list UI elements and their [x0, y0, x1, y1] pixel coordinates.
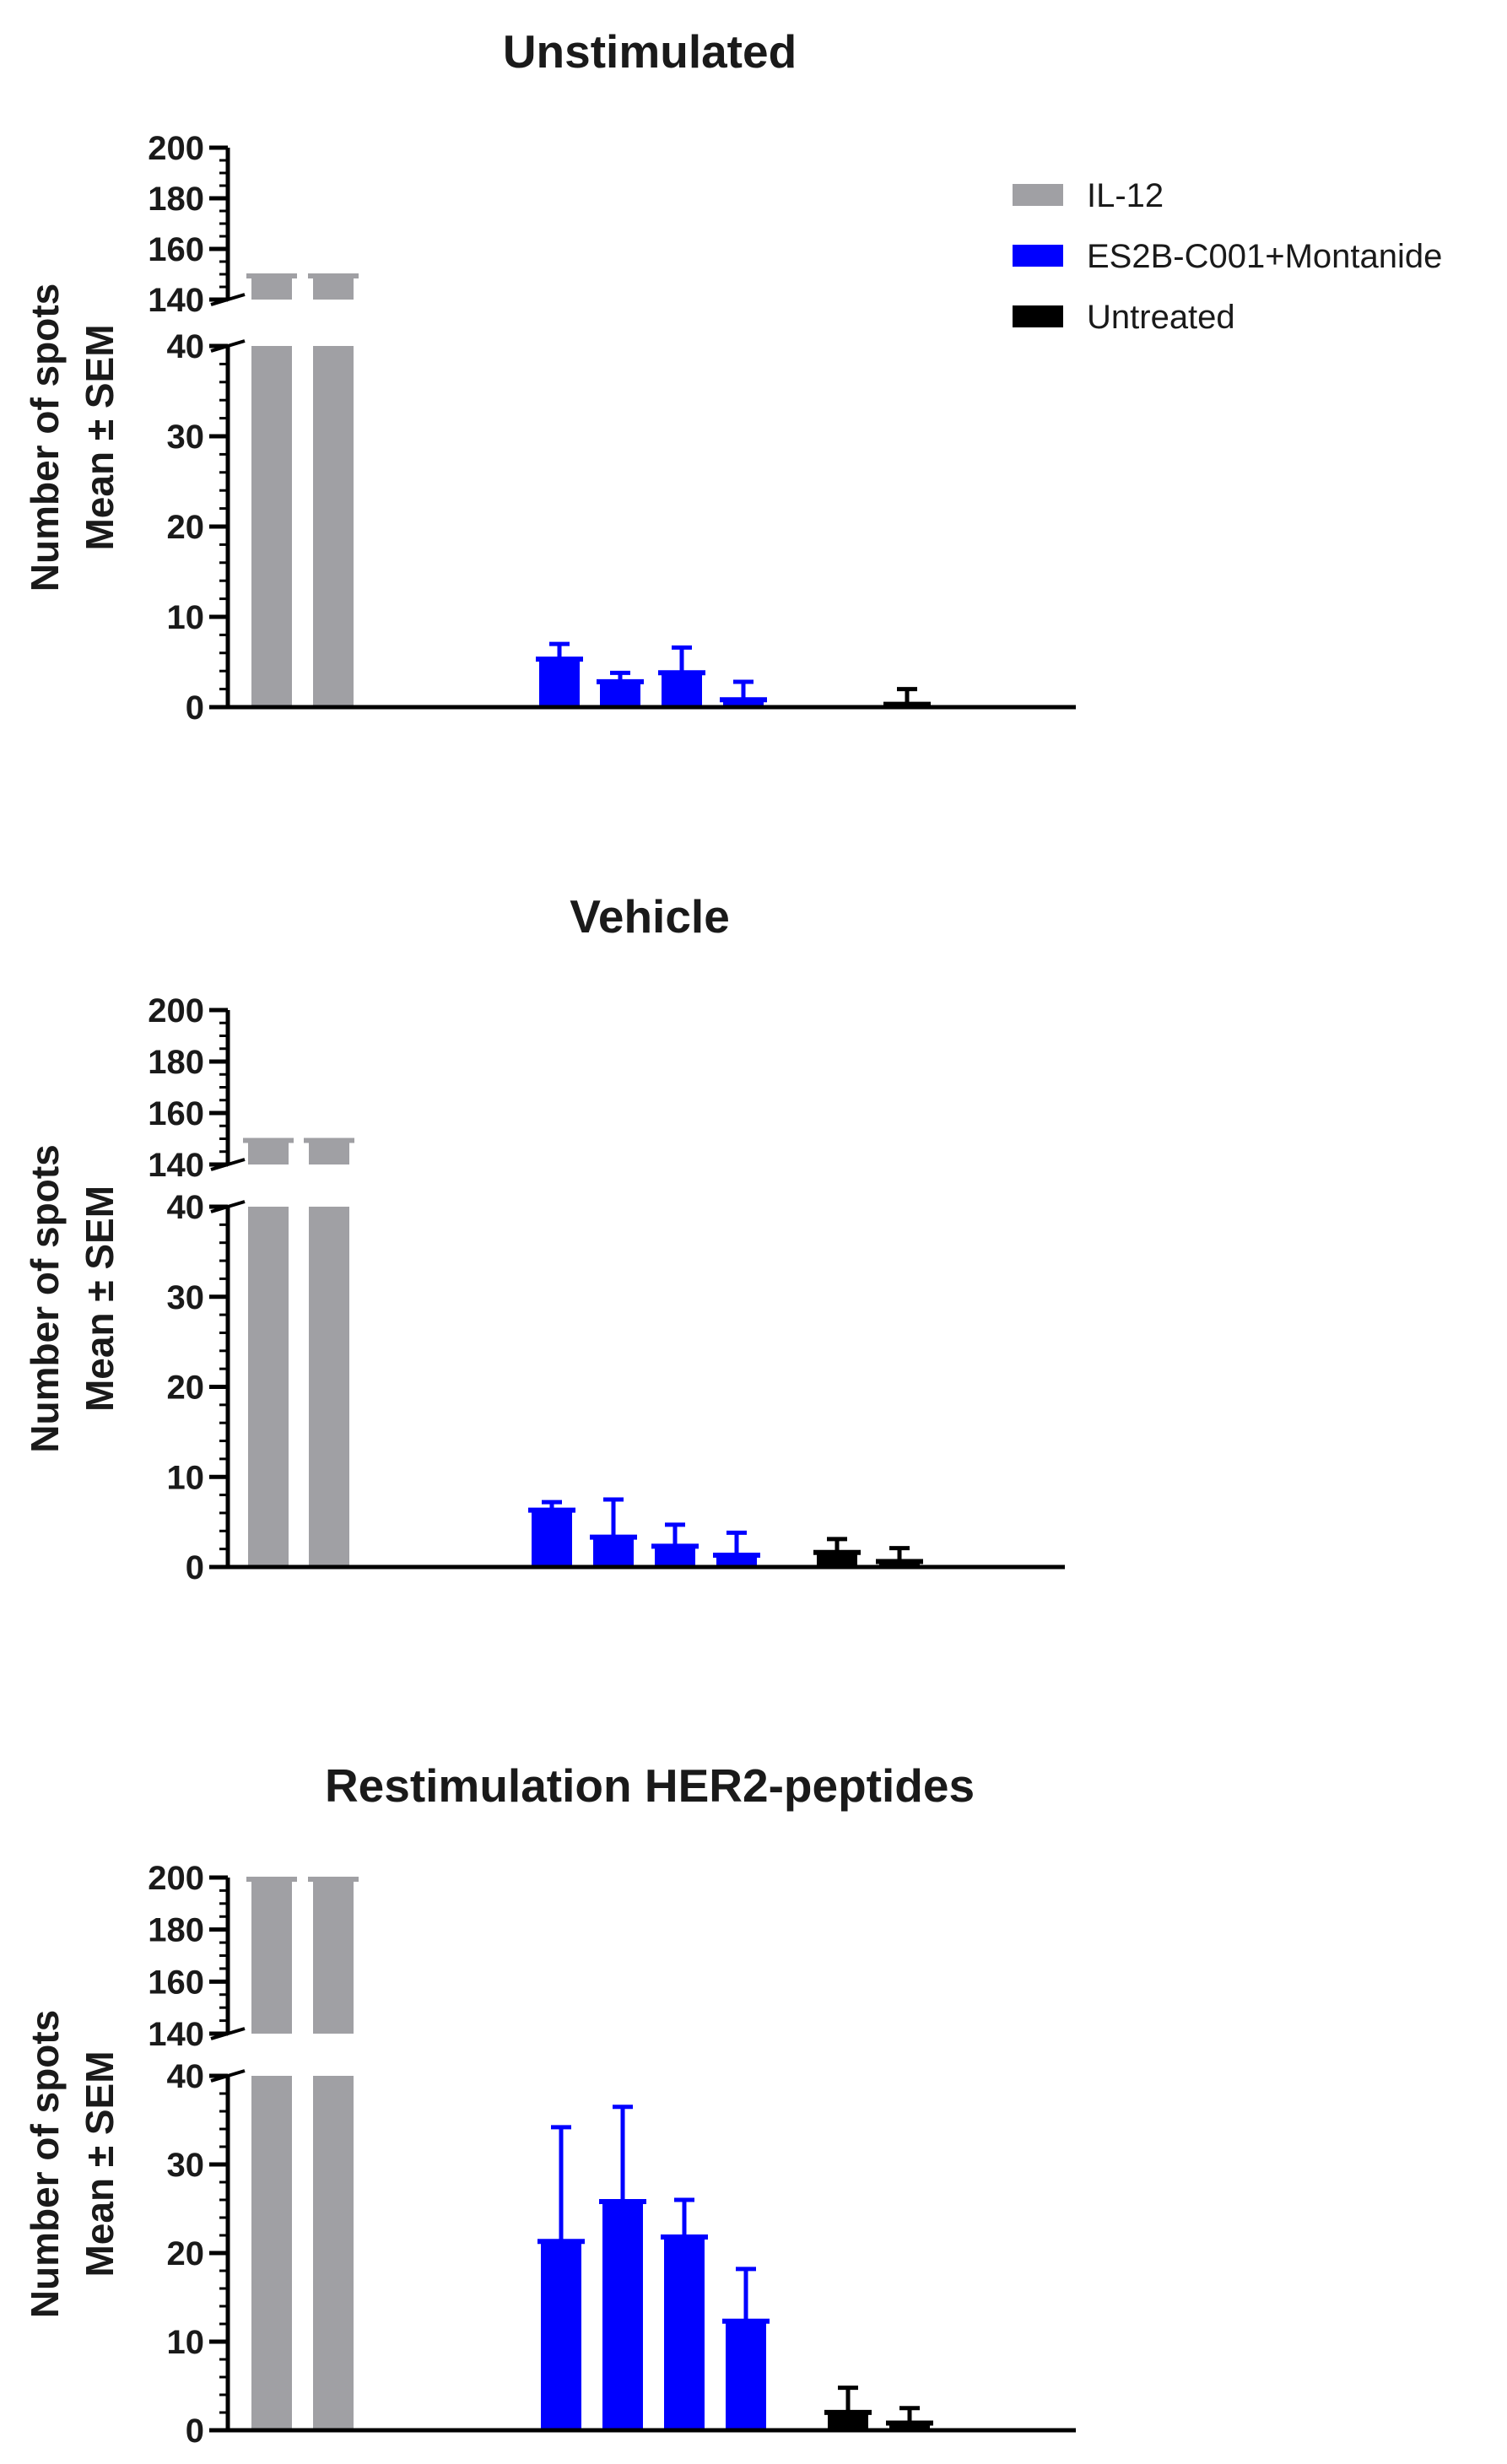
y-tick-label: 10 — [167, 1459, 205, 1496]
y-tick-label: 180 — [148, 181, 204, 218]
y-axis-label-line1: Number of spots — [23, 2010, 67, 2318]
y-tick-label: 0 — [186, 689, 204, 727]
bar — [662, 671, 702, 707]
y-tick-label: 30 — [167, 419, 205, 456]
y-axis-label-line1: Number of spots — [23, 284, 67, 592]
axis-break-mark — [210, 1158, 246, 1171]
bar — [889, 2421, 930, 2430]
legend-label-es2b: ES2B-C001+Montanide — [1087, 238, 1442, 275]
chart-panel-3: Restimulation HER2-peptides Number of spo… — [23, 1759, 1076, 2450]
axis-break-mark — [210, 2069, 246, 2083]
y-tick-label: 160 — [148, 1964, 204, 2001]
axis-break-mark — [210, 339, 246, 353]
y-tick-label: 30 — [167, 1279, 205, 1316]
bar-upper-segment — [251, 1878, 292, 2034]
y-axis-label-line1: Number of spots — [23, 1144, 67, 1452]
bar — [723, 698, 764, 707]
bar-upper-segment — [313, 1878, 354, 2034]
bar — [726, 2319, 766, 2430]
y-axis-label-line2: Mean ± SEM — [78, 2051, 122, 2277]
legend-label-untreated: Untreated — [1087, 299, 1235, 336]
y-tick-label: 200 — [148, 992, 204, 1029]
chart-title: Vehicle — [570, 890, 730, 943]
axis-break-mark — [210, 1200, 246, 1213]
bar — [600, 679, 640, 707]
legend-swatch-untreated — [1013, 305, 1063, 327]
legend-label-il12: IL-12 — [1087, 177, 1164, 214]
y-tick-label: 10 — [167, 599, 205, 636]
chart-panel-2: Vehicle Number of spots Mean ± SEM 0 10 20 30 4… — [23, 890, 1065, 1586]
y-tick-label: 160 — [148, 231, 204, 268]
y-tick-label: 180 — [148, 1912, 204, 1949]
axis-break-mark — [210, 2027, 246, 2040]
y-axis-label-line2: Mean ± SEM — [78, 324, 122, 550]
legend-swatch-il12 — [1013, 184, 1063, 206]
bar — [309, 1207, 349, 1567]
y-tick-label: 20 — [167, 1370, 205, 1407]
y-tick-label: 40 — [167, 1189, 205, 1226]
y-tick-label: 0 — [186, 1549, 204, 1586]
y-tick-label: 0 — [186, 2413, 204, 2450]
y-tick-label: 140 — [148, 282, 204, 319]
y-tick-label: 140 — [148, 1147, 204, 1184]
y-tick-label: 180 — [148, 1044, 204, 1081]
bar — [541, 2240, 581, 2430]
legend: IL-12 ES2B-C001+Montanide Untreated — [1013, 177, 1442, 336]
y-tick-label: 160 — [148, 1095, 204, 1132]
y-tick-label: 30 — [167, 2147, 205, 2184]
y-tick-label: 10 — [167, 2324, 205, 2361]
bar — [251, 346, 292, 707]
bar — [602, 2200, 643, 2430]
bar-upper-segment — [309, 1138, 349, 1164]
bar-upper-segment — [248, 1138, 289, 1164]
chart-panel-1: Unstimulated Number of spots Mean ± SEM 0 10… — [23, 25, 1076, 727]
y-axis-label-line2: Mean ± SEM — [78, 1186, 122, 1412]
chart-title: Unstimulated — [503, 25, 797, 78]
bar — [313, 2076, 354, 2430]
bar — [539, 657, 580, 707]
y-tick-label: 20 — [167, 2235, 205, 2272]
axis-break-mark — [210, 293, 246, 306]
bar — [251, 2076, 292, 2430]
bar — [248, 1207, 289, 1567]
legend-swatch-es2b — [1013, 245, 1063, 267]
bar — [313, 346, 354, 707]
y-tick-label: 200 — [148, 1860, 204, 1897]
bar — [664, 2235, 705, 2430]
y-tick-label: 20 — [167, 509, 205, 546]
bar — [828, 2410, 868, 2430]
y-tick-label: 40 — [167, 328, 205, 365]
chart-title: Restimulation HER2-peptides — [325, 1759, 975, 1812]
y-tick-label: 40 — [167, 2058, 205, 2095]
bar — [593, 1535, 634, 1567]
bar — [532, 1508, 572, 1567]
y-tick-label: 200 — [148, 130, 204, 167]
y-tick-label: 140 — [148, 2016, 204, 2053]
